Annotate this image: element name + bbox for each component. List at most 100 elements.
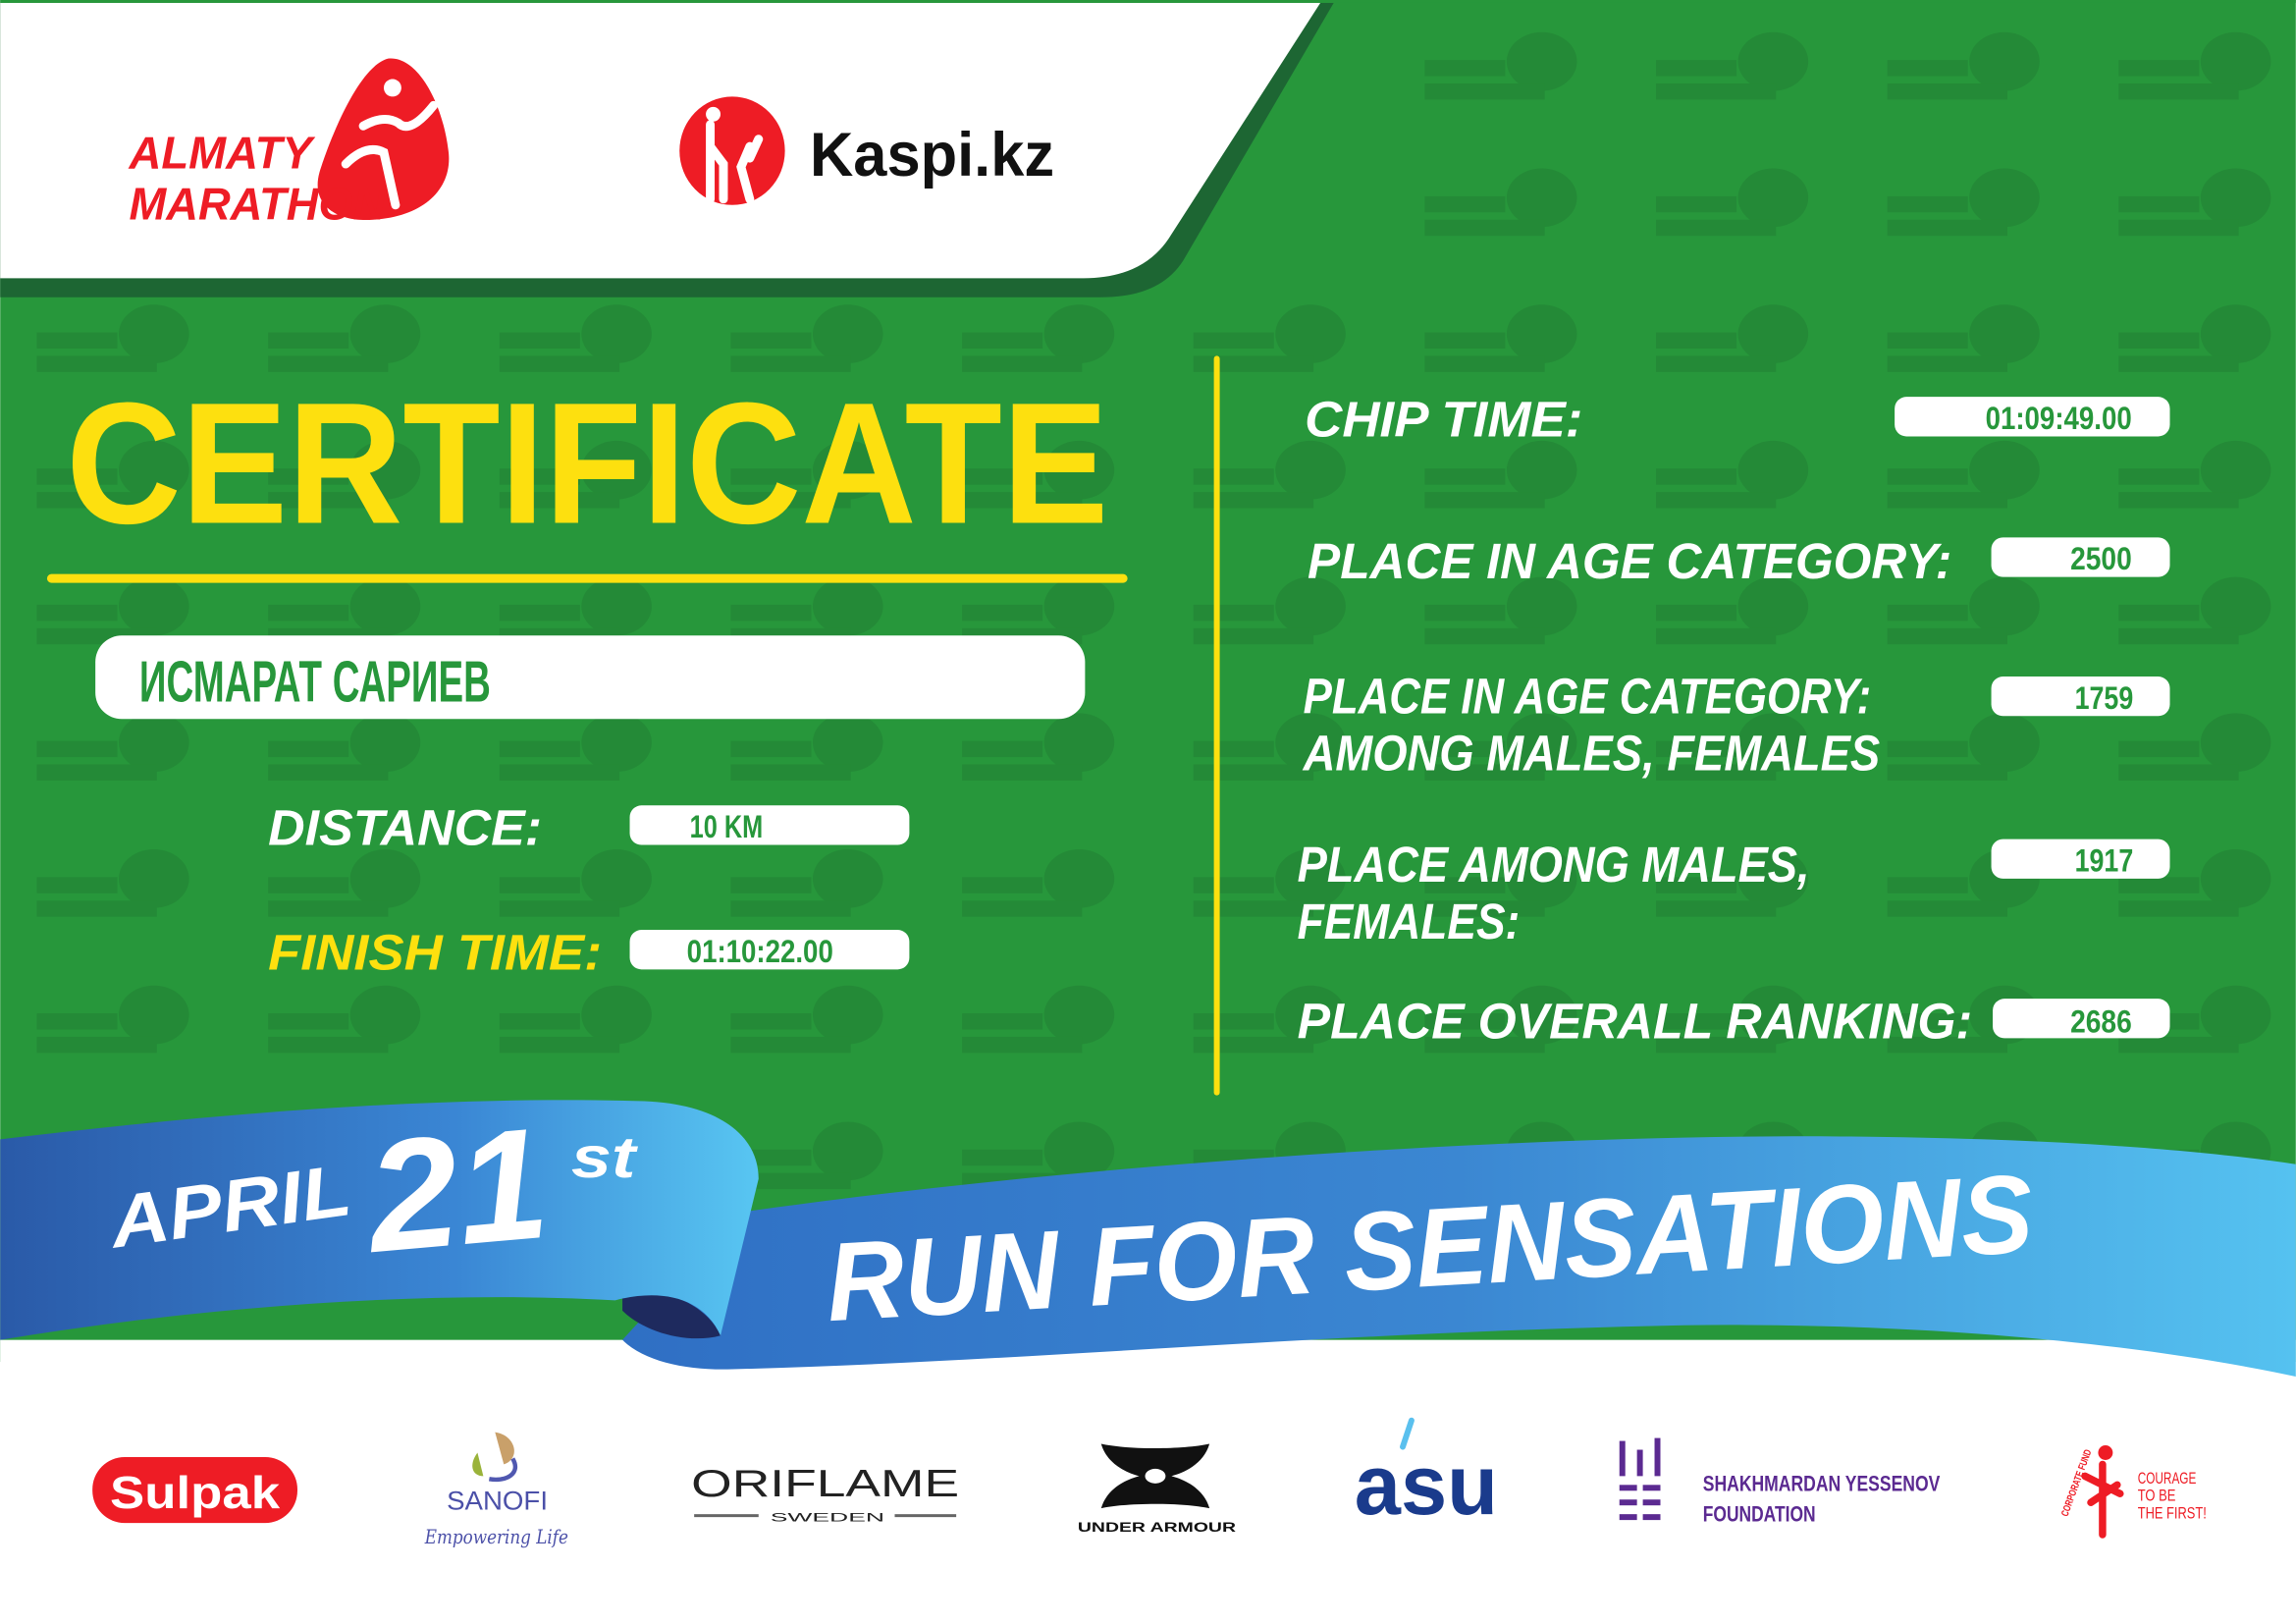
watermark-logo [2118, 849, 2271, 917]
watermark-logo [2118, 576, 2271, 645]
participant-name: ИСМАРАТ САРИЕВ [139, 648, 491, 714]
watermark-logo [36, 304, 189, 372]
watermark-logo [1887, 168, 2040, 237]
under-armour-logo: UNDER ARMOUR [1078, 1443, 1237, 1535]
asu-text: asu [1355, 1438, 1498, 1533]
watermark-logo [730, 304, 883, 372]
watermark-logo [499, 849, 652, 917]
watermark-logo [268, 985, 421, 1054]
watermark-logo [36, 440, 189, 509]
watermark-logo [1193, 713, 1346, 781]
watermark-logo [1656, 713, 1809, 781]
runner-drop-icon [317, 58, 450, 221]
watermark-logo [1887, 576, 2040, 645]
title-underline [46, 573, 1128, 583]
watermark-logo [1656, 576, 1809, 645]
watermark-logo [1424, 440, 1577, 509]
watermark-logo [1656, 440, 1809, 509]
watermark-logo [1193, 440, 1346, 509]
yessenov-line2: FOUNDATION [1703, 1502, 1816, 1527]
place-age-category-box [1991, 537, 2170, 577]
sulpak-logo: Sulpak [92, 1456, 297, 1524]
place-gender-value: 1917 [2075, 841, 2134, 878]
watermark-logo [1887, 440, 2040, 509]
kaspi-logo: Kaspi.kz [679, 96, 1054, 205]
almaty-logo-line2: MARATHON [129, 179, 387, 230]
watermark-logo [962, 849, 1115, 917]
watermark-logo [1887, 31, 2040, 100]
ribbon-curl [622, 1287, 721, 1339]
sanofi-name: SANOFI [447, 1487, 548, 1516]
watermark-logo [1656, 168, 1809, 237]
watermark-logo [2118, 31, 2271, 100]
place-gender-label-line1: PLACE AMONG MALES, [1298, 837, 1810, 893]
oriflame-logo: ORIFLAME SWEDEN [691, 1463, 959, 1524]
place-age-gender-value: 1759 [2075, 679, 2134, 716]
watermark-logo [1424, 849, 1577, 917]
place-overall-label: PLACE OVERALL RANKING: [1298, 993, 1973, 1049]
finish-time-value: 01:10:22.00 [687, 933, 833, 969]
watermark-logo [499, 713, 652, 781]
yessenov-line1: SHAKHMARDAN YESSENOV [1703, 1471, 1941, 1495]
certificate-title: CERTIFICATE [66, 367, 1108, 560]
distance-label: DISTANCE: [268, 800, 542, 856]
watermark-logo [1424, 168, 1577, 237]
place-gender-label-line2: FEMALES: [1298, 893, 1521, 949]
watermark-logo [962, 304, 1115, 372]
courage-line3: THE FIRST! [2138, 1505, 2207, 1523]
sanofi-tagline: Empowering Life [424, 1526, 568, 1548]
kaspi-logo-text: Kaspi.kz [810, 121, 1054, 189]
place-age-category-label: PLACE IN AGE CATEGORY: [1308, 533, 1951, 589]
watermark-logo [499, 440, 652, 509]
date-ribbon: APRIL 21 st RUN FOR SENSATIONS [0, 1095, 2296, 1377]
watermark-logo [2118, 440, 2271, 509]
watermark-logo [499, 304, 652, 372]
chip-time-value: 01:09:49.00 [1986, 400, 2132, 436]
ribbon-day: 21 [358, 1095, 555, 1286]
watermark-logo [1193, 849, 1346, 917]
watermark-logo [1424, 713, 1577, 781]
ribbon-day-suffix: st [571, 1124, 638, 1190]
courage-figure-icon [2081, 1460, 2124, 1539]
sanofi-logo: SANOFI Empowering Life [424, 1432, 568, 1548]
kaspi-figures-icon [679, 96, 785, 205]
place-age-gender-box [1991, 677, 2170, 717]
watermark-logo [1424, 985, 1577, 1054]
watermark-logo [1656, 31, 1809, 100]
watermark-logo [1424, 304, 1577, 372]
place-age-gender-label-line2: AMONG MALES, FEMALES [1302, 725, 1881, 781]
place-gender-box [1991, 839, 2170, 879]
sanofi-swirl-icon [495, 1432, 514, 1465]
watermark-logo [2118, 168, 2271, 237]
oriflame-name: ORIFLAME [691, 1463, 959, 1505]
watermark-logo [1424, 576, 1577, 645]
watermark-logo [962, 713, 1115, 781]
place-overall-value: 2686 [2070, 1002, 2132, 1039]
chip-time-label: CHIP TIME: [1305, 391, 1582, 447]
under-armour-text: UNDER ARMOUR [1078, 1520, 1237, 1535]
ribbon-right-band [622, 1136, 2296, 1377]
place-overall-box [1993, 999, 2170, 1039]
watermark-logo [1887, 304, 2040, 372]
watermark-logo [962, 440, 1115, 509]
watermark-logo [1887, 713, 2040, 781]
vertical-divider [1213, 355, 1220, 1096]
yessenov-foundation-logo: SHAKHMARDAN YESSENOV FOUNDATION [1619, 1437, 1941, 1527]
chip-time-box [1895, 397, 2170, 437]
watermark-logo [730, 849, 883, 917]
watermark-logo [36, 713, 189, 781]
almaty-marathon-logo: ALMATY MARATHON [128, 58, 450, 230]
watermark-logo [730, 985, 883, 1054]
courage-line1: COURAGE [2138, 1470, 2197, 1488]
distance-box [629, 805, 910, 845]
watermark-logo [962, 985, 1115, 1054]
watermark-logo [1656, 304, 1809, 372]
courage-line2: TO BE [2138, 1488, 2176, 1505]
watermark-logo [36, 985, 189, 1054]
watermark-logo [730, 713, 883, 781]
sponsors-bar: Sulpak SANOFI Empowering Life ORIFLAME S… [92, 1417, 2207, 1548]
watermark-logo [268, 440, 421, 509]
finish-time-label: FINISH TIME: [268, 924, 602, 980]
watermark-logo [499, 985, 652, 1054]
watermark-logo [1656, 849, 1809, 917]
